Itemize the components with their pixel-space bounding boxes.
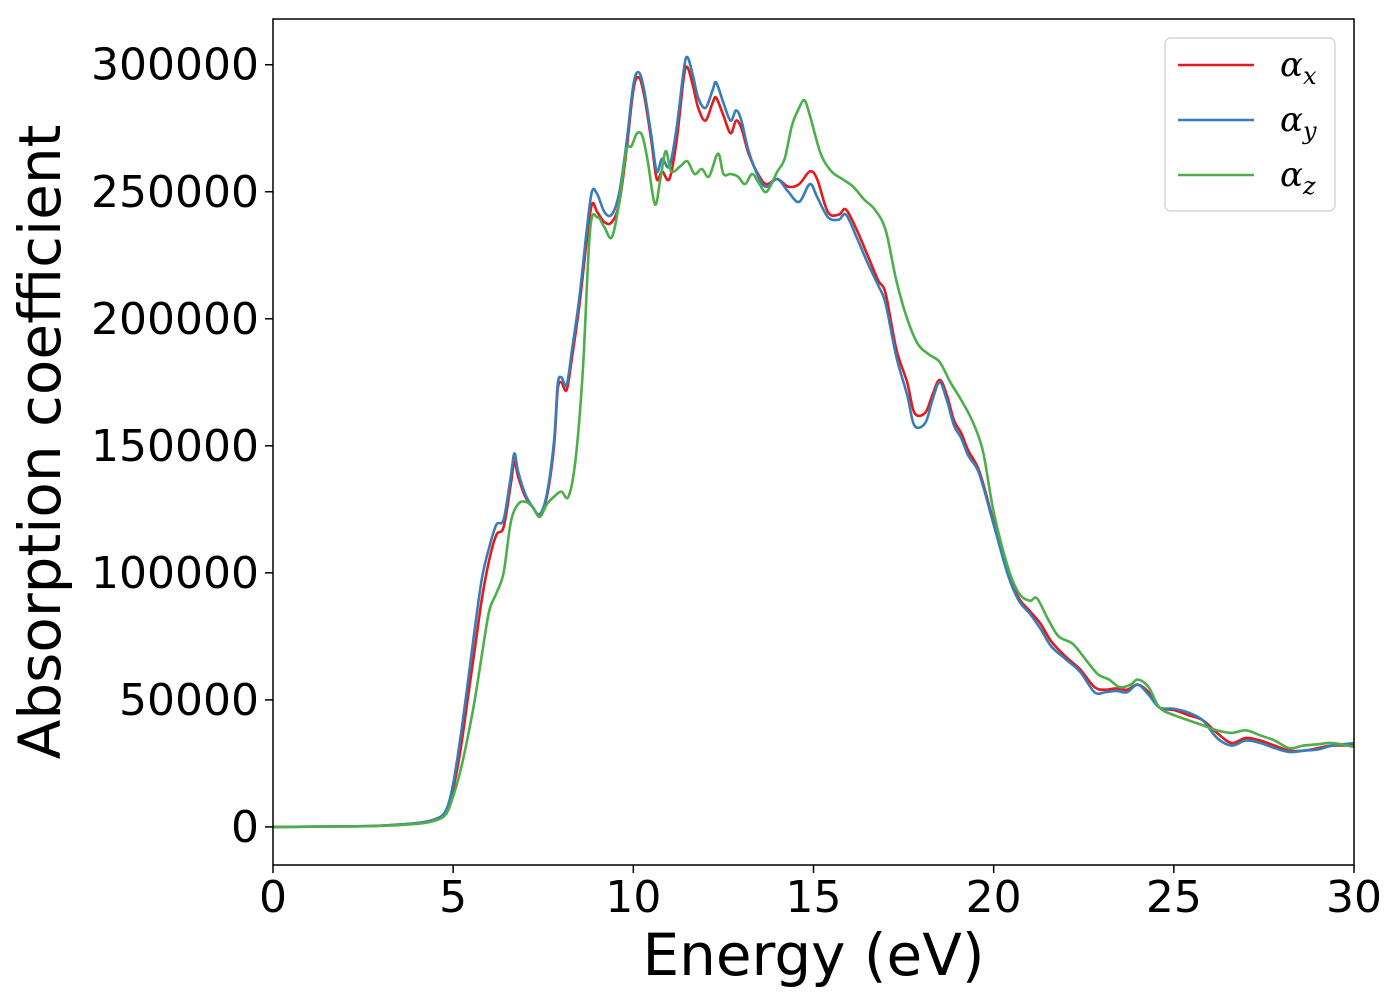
y-tick-label: 50000 bbox=[119, 675, 259, 726]
legend-label-y: αy bbox=[1280, 100, 1317, 145]
y-tick-label: 300000 bbox=[91, 40, 259, 91]
legend-label-z: αz bbox=[1280, 155, 1316, 200]
x-tick-label: 5 bbox=[439, 872, 467, 923]
x-axis-title: Energy (eV) bbox=[642, 921, 984, 989]
y-tick-label: 100000 bbox=[91, 548, 259, 599]
x-tick-label: 25 bbox=[1146, 872, 1202, 923]
x-tick-label: 10 bbox=[605, 872, 661, 923]
y-axis-title: Absorption coefficient bbox=[6, 125, 74, 760]
y-tick-label: 150000 bbox=[91, 421, 259, 472]
x-tick-label: 30 bbox=[1326, 872, 1382, 923]
x-tick-label: 0 bbox=[259, 872, 287, 923]
legend: αx αy αz bbox=[1164, 37, 1336, 212]
x-tick-label: 15 bbox=[786, 872, 842, 923]
x-tick-label: 20 bbox=[966, 872, 1022, 923]
legend-label-x: αx bbox=[1280, 45, 1317, 90]
legend-box bbox=[1164, 37, 1336, 212]
y-tick-label: 200000 bbox=[91, 294, 259, 345]
x-axis-ticks: 0 5 10 15 20 25 30 bbox=[259, 865, 1382, 923]
y-tick-label: 250000 bbox=[91, 167, 259, 218]
y-axis-ticks: 0 50000 100000 150000 200000 250000 300000 bbox=[91, 40, 273, 853]
series-lines bbox=[272, 55, 1355, 829]
series-line-z bbox=[272, 98, 1355, 829]
y-tick-label: 0 bbox=[231, 802, 259, 853]
